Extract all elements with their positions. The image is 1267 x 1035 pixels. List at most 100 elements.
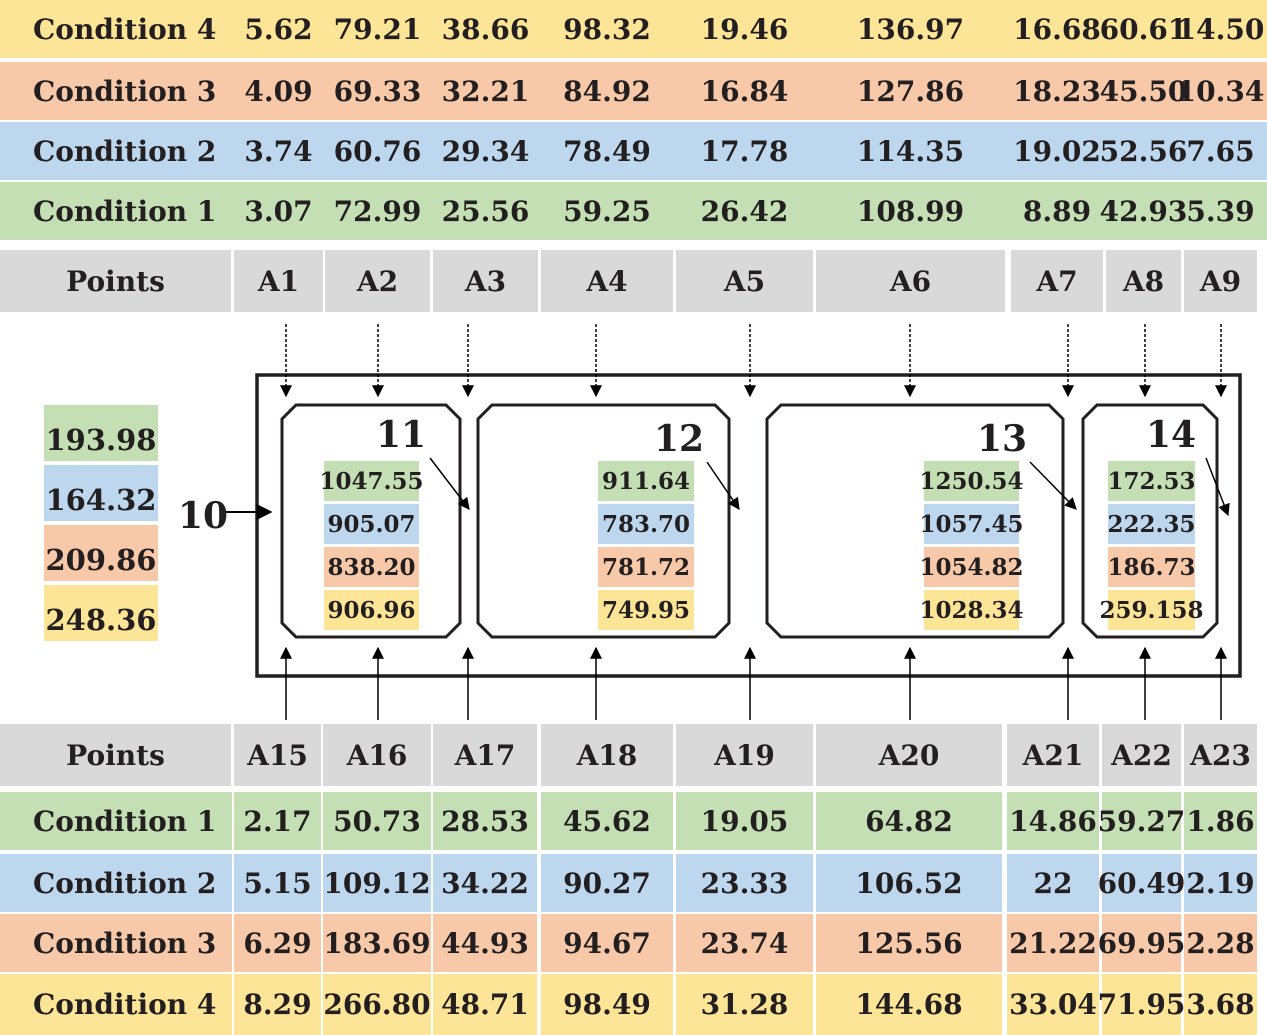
value-cell: 144.68: [816, 974, 1002, 1035]
point-a18: A18: [541, 724, 673, 786]
value-cell: 59.27: [1098, 792, 1185, 850]
value-cell: 114.35: [856, 134, 965, 168]
value-cell: 84.92: [563, 74, 651, 108]
cell-12-label: 12: [654, 418, 705, 460]
top-row-condition-4: Condition 4: [0, 0, 1267, 58]
cell-11-label: 11: [376, 414, 427, 456]
value-cell: 78.49: [563, 134, 651, 168]
value-cell: 106.52: [816, 854, 1002, 912]
cell-value: 222.35: [1107, 504, 1196, 544]
row-label: Condition 4: [0, 974, 232, 1035]
value-cell: 71.95: [1098, 974, 1185, 1035]
cell-value: 186.73: [1107, 547, 1196, 587]
points-label: Points: [0, 724, 231, 786]
outer-value-condition-1: 193.98: [44, 405, 158, 461]
value-cell: 79.21: [333, 12, 422, 46]
value-cell: 52.56: [1099, 134, 1188, 168]
value-cell: 26.42: [700, 194, 789, 228]
cell-value: 259.158: [1099, 590, 1204, 630]
value-cell: 16.68: [1013, 12, 1101, 46]
value-cell: 136.97: [856, 12, 965, 46]
point-a7: A7: [1011, 250, 1103, 312]
point-a23: A23: [1184, 724, 1257, 786]
value-cell: 33.04: [1007, 974, 1099, 1035]
value-cell: 17.78: [700, 134, 789, 168]
point-a15: A15: [234, 724, 321, 786]
value-cell: 50.73: [323, 792, 431, 850]
point-a17: A17: [433, 724, 537, 786]
point-a2: A2: [325, 250, 430, 312]
cell-value: 1250.54: [919, 461, 1024, 501]
point-a1: A1: [234, 250, 323, 312]
cell-11-outline: [280, 403, 462, 639]
value-cell: 94.67: [541, 914, 673, 972]
value-cell: 18.23: [1013, 74, 1101, 108]
value-cell: 8.29: [234, 974, 321, 1035]
bottom-points-header: Points: [0, 724, 1267, 786]
value-cell: 127.86: [856, 74, 965, 108]
cell-value: 781.72: [598, 547, 694, 587]
point-a22: A22: [1102, 724, 1181, 786]
cell-12-outline: [476, 403, 731, 639]
value-cell: 25.56: [441, 194, 530, 228]
bottom-row-condition-4: Condition 4: [0, 974, 1267, 1035]
value-cell: 69.95: [1098, 914, 1185, 972]
value-cell: 60.49: [1098, 854, 1185, 912]
value-cell: 4.09: [244, 74, 313, 108]
row-label: Condition 1: [0, 792, 232, 850]
points-label: Points: [0, 250, 231, 312]
row-label: Condition 1: [0, 182, 232, 240]
value-cell: 31.28: [676, 974, 813, 1035]
value-cell: 72.99: [333, 194, 422, 228]
value-cell: 14.50: [1176, 12, 1265, 46]
top-points-header: Points: [0, 250, 1267, 312]
value-cell: 90.27: [541, 854, 673, 912]
value-cell: 2.19: [1184, 854, 1257, 912]
value-cell: 16.84: [700, 74, 789, 108]
value-cell: 60.76: [333, 134, 422, 168]
value-cell: 19.05: [676, 792, 813, 850]
value-cell: 48.71: [433, 974, 537, 1035]
value-cell: 5.62: [244, 12, 313, 46]
cell-value: 906.96: [324, 590, 419, 630]
cell-13-arrow: [1029, 461, 1077, 510]
value-cell: 23.74: [676, 914, 813, 972]
value-cell: 108.99: [856, 194, 965, 228]
value-cell: 5.39: [1186, 194, 1255, 228]
value-cell: 23.33: [676, 854, 813, 912]
cell-value: 1057.45: [919, 504, 1024, 544]
bottom-row-condition-2: Condition 2: [0, 854, 1267, 912]
outer-box: [255, 373, 1242, 678]
top-row-condition-3: Condition 3: [0, 62, 1267, 120]
value-cell: 28.53: [433, 792, 537, 850]
point-a8: A8: [1106, 250, 1181, 312]
value-cell: 7.65: [1186, 134, 1255, 168]
outer-value-condition-3: 209.86: [44, 525, 158, 581]
value-cell: 59.25: [563, 194, 651, 228]
value-cell: 6.29: [234, 914, 321, 972]
point-a16: A16: [323, 724, 431, 786]
cell-value: 838.20: [324, 547, 419, 587]
value-cell: 266.80: [323, 974, 431, 1035]
point-a4: A4: [541, 250, 673, 312]
value-cell: 2.28: [1184, 914, 1257, 972]
value-cell: 183.69: [323, 914, 431, 972]
value-cell: 5.15: [234, 854, 321, 912]
point-a21: A21: [1007, 724, 1099, 786]
value-cell: 21.22: [1007, 914, 1099, 972]
value-cell: 19.46: [700, 12, 789, 46]
value-cell: 44.93: [433, 914, 537, 972]
value-cell: 14.86: [1007, 792, 1099, 850]
cell-14-label: 14: [1146, 414, 1197, 456]
value-cell: 109.12: [323, 854, 431, 912]
point-a9: A9: [1184, 250, 1257, 312]
value-cell: 98.49: [541, 974, 673, 1035]
cell-value: 905.07: [324, 504, 419, 544]
cell-value: 1047.55: [319, 461, 424, 501]
point-a20: A20: [816, 724, 1002, 786]
value-cell: 29.34: [441, 134, 530, 168]
value-cell: 3.07: [244, 194, 313, 228]
bottom-row-condition-1: Condition 1: [0, 792, 1267, 850]
row-label: Condition 4: [0, 0, 232, 58]
